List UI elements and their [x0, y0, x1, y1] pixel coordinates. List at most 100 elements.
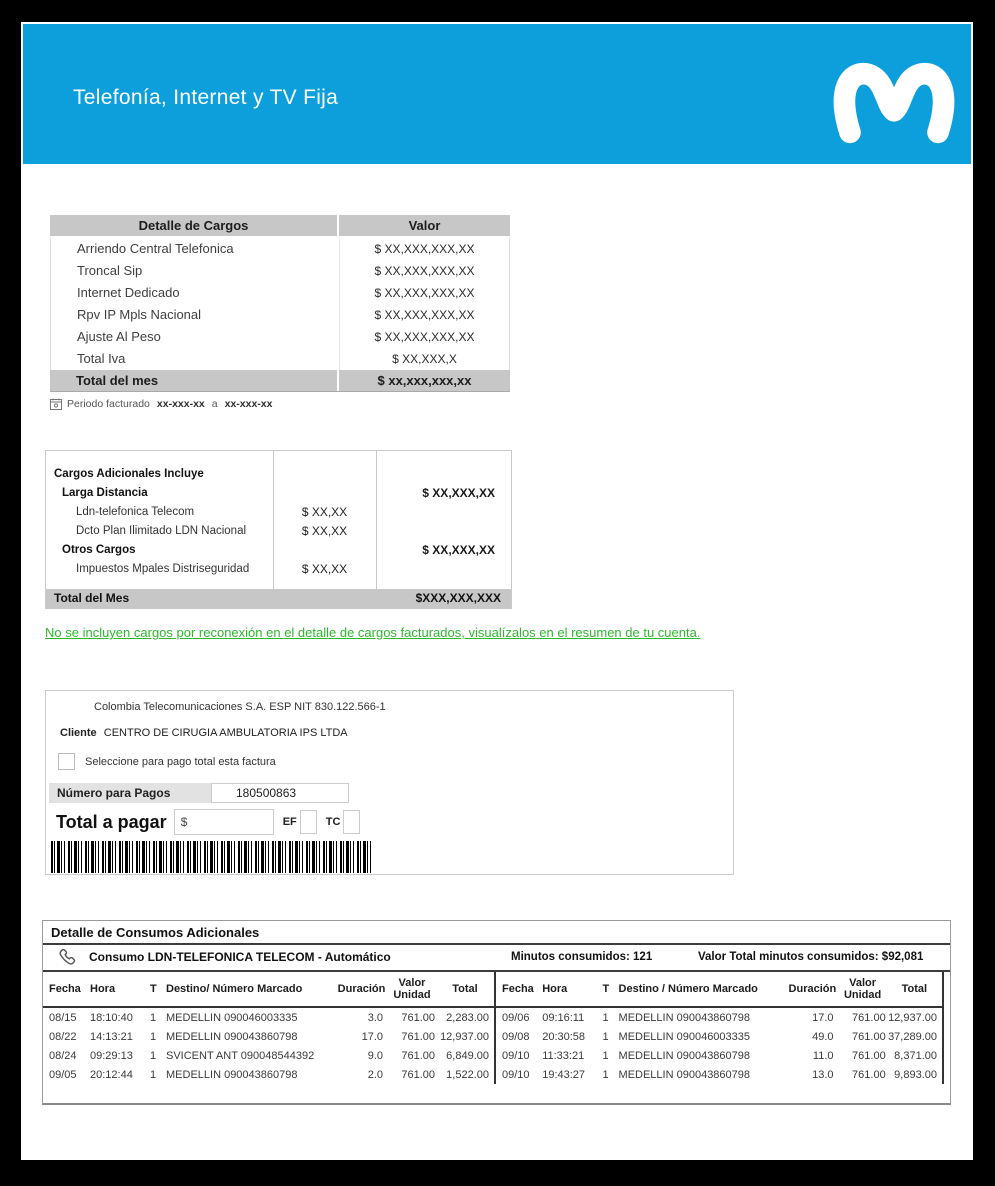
consumo-cell: 12,937.00 — [440, 1030, 489, 1043]
consumo-col-header: Total — [436, 972, 494, 1008]
consumo-cell: 20:12:44 — [90, 1068, 133, 1081]
consumo-cell: 761.00 — [401, 1030, 435, 1043]
consumo-col-header: Total — [886, 972, 943, 1008]
consumo-cell: 761.00 — [852, 1049, 886, 1062]
consumo-cell: 761.00 — [852, 1068, 886, 1081]
brand-banner: Telefonía, Internet y TV Fija — [23, 24, 971, 164]
page-title: Telefonía, Internet y TV Fija — [73, 86, 339, 109]
consumo-header-row-right: Fecha Hora T Destino / Número Marcado Duraci… — [495, 972, 943, 1008]
amount-input[interactable]: $ — [173, 809, 274, 835]
adicional-mid-value: $ XX,XX — [301, 524, 348, 538]
consumo-line-title: Consumo LDN-TELEFONICA TELECOM - Automát… — [89, 950, 391, 964]
numero-pagos-value[interactable]: 180500863 — [211, 783, 349, 803]
consumo-cell: 09:16:11 — [542, 1011, 585, 1024]
phone-icon — [59, 948, 76, 965]
adicional-right-value — [376, 465, 511, 484]
total-mes-label: Total del mes — [50, 370, 339, 391]
consumo-row: 09/05 20:12:44 1 MEDELLIN 090043860798 2.0 76… — [43, 1065, 494, 1084]
consumo-table-left: Fecha Hora T Destino/ Número Marcado Duració… — [43, 972, 494, 1084]
adicional-mid-value: $ XX,XX — [301, 505, 348, 519]
cargo-value: $ XX,XXX,XXX,XX — [339, 304, 509, 326]
adicionales-table: Cargos Adicionales Incluye Larga Distanci… — [45, 450, 512, 609]
consumos-title: Detalle de Consumos Adicionales — [51, 925, 260, 940]
consumo-col-header: Hora — [89, 972, 149, 1008]
consumo-cell: 12,937.00 — [888, 1011, 937, 1024]
consumo-cell: 761.00 — [852, 1011, 886, 1024]
cargo-value: $ XX,XXX,XXX,XX — [339, 260, 509, 282]
consumo-row: 09/06 09:16:11 1 MEDELLIN 090043860798 17.0 7… — [495, 1007, 943, 1027]
consumo-body-left: 08/15 18:10:40 1 MEDELLIN 090046003335 3.0 76… — [43, 1007, 494, 1084]
consumo-cell: 1,522.00 — [446, 1068, 489, 1081]
ef-checkbox[interactable] — [299, 810, 317, 834]
consumo-col-header: Fecha — [43, 972, 89, 1008]
cargo-label: Internet Dedicado — [77, 285, 180, 300]
adicional-mid-value — [273, 465, 376, 484]
adicional-right-value: $ XX,XXX,XX — [422, 543, 495, 557]
consumo-col-header: Valor Unidad — [838, 972, 887, 1008]
consumo-cell: 13.0 — [812, 1068, 834, 1081]
consumo-cell: 1 — [150, 1049, 157, 1062]
consumo-detail-tables: Fecha Hora T Destino/ Número Marcado Duració… — [43, 972, 950, 1084]
consumo-cell: 761.00 — [852, 1030, 886, 1043]
consumo-cell: 09/08 — [502, 1030, 530, 1043]
pago-total-checkbox[interactable] — [58, 753, 75, 770]
periodo-facturado: Periodo facturado xx-xxx-xx a xx-xxx-xx — [50, 398, 279, 410]
adicional-mid-value — [273, 541, 376, 560]
total-a-pagar-label: Total a pagar — [56, 811, 167, 832]
barcode — [51, 841, 371, 873]
adicional-mid-value — [273, 484, 376, 503]
consumo-col-header: Destino / Número Marcado — [617, 972, 787, 1008]
consumo-cell: 1 — [602, 1011, 609, 1024]
consumo-body-right: 09/06 09:16:11 1 MEDELLIN 090043860798 17.0 7… — [495, 1007, 943, 1084]
cargo-row: Total Iva $ XX,XXX,X — [51, 348, 509, 370]
adicional-label: Ldn-telefonica Telecom — [76, 506, 195, 518]
consumo-row: 09/10 11:33:21 1 MEDELLIN 090043860798 11.0 7… — [495, 1046, 943, 1065]
bill-page: Telefonía, Internet y TV Fija Detalle de… — [21, 22, 973, 1160]
periodo-from: xx-xxx-xx — [156, 398, 205, 410]
cliente-name: CENTRO DE CIRUGIA AMBULATORIA IPS LTDA — [103, 727, 348, 739]
calendar-icon — [50, 398, 62, 410]
consumo-cell: 1 — [150, 1068, 157, 1081]
consumo-cell: 1 — [602, 1030, 609, 1043]
consumo-cell: 9,893.00 — [894, 1068, 937, 1081]
tc-checkbox[interactable] — [343, 810, 361, 834]
consumo-col-header: Fecha — [495, 972, 542, 1008]
adicional-right-value: $ XX,XXX,XX — [422, 486, 495, 500]
pago-total-checkbox-row: Seleccione para pago total esta factura — [58, 753, 276, 770]
cargo-value: $ XX,XXX,XXX,XX — [339, 238, 509, 260]
cargo-row: Ajuste Al Peso $ XX,XXX,XXX,XX — [51, 326, 509, 348]
cargo-value: $ XX,XXX,X — [339, 348, 509, 370]
consumo-cell: 49.0 — [812, 1030, 834, 1043]
consumo-cell: 761.00 — [401, 1011, 435, 1024]
consumo-cell: 19:43:27 — [542, 1068, 586, 1081]
consumo-cell: MEDELLIN 090046003335 — [166, 1011, 298, 1024]
adicional-row: Larga Distancia $ XX,XXX,XX — [46, 484, 511, 503]
consumo-cell: 11:33:21 — [542, 1049, 585, 1062]
total-mes-value: $ xx,xxx,xxx,xx — [377, 373, 472, 388]
adicional-row: Impuestos Mpales Distriseguridad $ XX,XX — [46, 560, 511, 579]
consumo-cell: 17.0 — [361, 1030, 383, 1043]
cargo-label: Ajuste Al Peso — [77, 329, 161, 344]
consumo-row: 08/22 14:13:21 1 MEDELLIN 090043860798 17.0 7… — [43, 1027, 494, 1046]
adicional-right-value — [376, 522, 511, 541]
cargo-value: $ XX,XXX,XXX,XX — [339, 282, 509, 304]
consumo-row: 09/10 19:43:27 1 MEDELLIN 090043860798 13.0 7… — [495, 1065, 943, 1084]
consumo-cell: 1 — [150, 1011, 157, 1024]
periodo-label: Periodo facturado — [67, 398, 150, 410]
adicional-label: Larga Distancia — [62, 487, 148, 499]
pago-total-checkbox-label: Seleccione para pago total esta factura — [85, 755, 276, 768]
tc-label: TC — [325, 816, 341, 828]
total-a-pagar-row: Total a pagar $ EF TC — [56, 809, 361, 835]
consumo-col-header: Hora — [541, 972, 602, 1008]
cargo-label: Arriendo Central Telefonica — [77, 241, 234, 256]
consumo-cell: 8,371.00 — [894, 1049, 937, 1062]
consumo-cell: 09/06 — [502, 1011, 530, 1024]
consumo-cell: 11.0 — [812, 1049, 834, 1062]
consumo-cell: MEDELLIN 090043860798 — [618, 1011, 751, 1024]
numero-pagos-row: Número para Pagos 180500863 — [49, 783, 349, 803]
consumo-cell: 08/15 — [49, 1011, 77, 1024]
consumos-section: Detalle de Consumos Adicionales Consumo … — [42, 920, 951, 1105]
adicional-label: Otros Cargos — [62, 544, 136, 556]
consumo-table-right: Fecha Hora T Destino / Número Marcado Duraci… — [494, 972, 944, 1084]
adicionales-footer: Total del Mes $XXX,XXX,XXX — [46, 589, 511, 608]
